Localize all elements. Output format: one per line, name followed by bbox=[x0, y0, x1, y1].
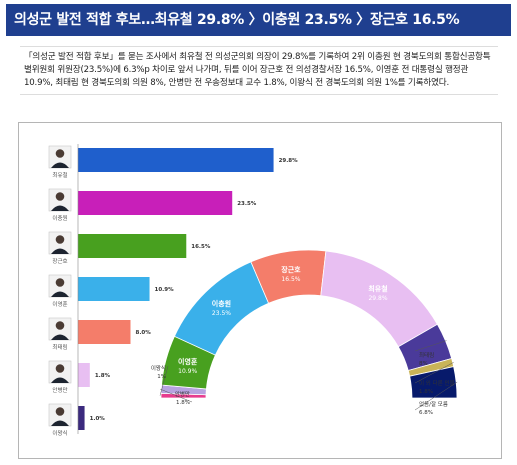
avatar-head-icon bbox=[55, 235, 65, 244]
pie-slice-label: 장근호 bbox=[281, 265, 301, 274]
bar bbox=[78, 406, 85, 430]
pie-slice-value: 10.9% bbox=[178, 368, 197, 375]
bar-category-label: 최유철 bbox=[52, 171, 67, 179]
pie-callout-label: 이 외 다른 인물 bbox=[419, 379, 455, 387]
pie-callout-value: 1.8% bbox=[176, 400, 190, 406]
avatar-body-icon bbox=[51, 377, 69, 383]
avatar-head-icon bbox=[55, 149, 65, 158]
bar-value-label: 10.9% bbox=[155, 287, 175, 293]
pie-callout-value: 1.8% bbox=[419, 389, 433, 395]
pie-callout-label: 안병만 bbox=[175, 390, 190, 398]
pie-slice bbox=[173, 261, 270, 356]
pie-callout-line bbox=[414, 362, 454, 384]
intro-text: 「의성군 발전 적합 후보」를 묻는 조사에서 최유철 전 의성군의회 의장이 … bbox=[20, 46, 498, 95]
bar-value-label: 8.0% bbox=[136, 330, 152, 336]
bar bbox=[78, 320, 131, 344]
pie-callout-value: 8% bbox=[419, 361, 428, 367]
pie-callout-label: 최태림 bbox=[419, 351, 434, 359]
bar-value-label: 1.8% bbox=[95, 373, 111, 379]
avatar-body-icon bbox=[51, 162, 69, 168]
bar-category-label: 장근호 bbox=[52, 258, 67, 265]
avatar-head-icon bbox=[55, 364, 65, 373]
pie-slice-value: 23.5% bbox=[212, 310, 231, 317]
pie-callout-line bbox=[159, 365, 169, 396]
bar-value-label: 23.5% bbox=[237, 201, 257, 207]
avatar-head-icon bbox=[55, 407, 65, 416]
pie-callout-line bbox=[414, 340, 447, 352]
pie-slice-value: 16.5% bbox=[281, 276, 300, 283]
bar-category-label: 안병만 bbox=[52, 386, 67, 394]
bar-category-label: 이영훈 bbox=[52, 300, 67, 308]
avatar-body-icon bbox=[51, 420, 69, 426]
bar-category-label: 이충원 bbox=[52, 214, 67, 222]
pie-callout-label: 없음/잘 모름 bbox=[419, 400, 448, 408]
bar-category-label: 최태림 bbox=[52, 343, 67, 351]
pie-callout-value: 6.8% bbox=[419, 410, 433, 416]
page-title: 의성군 발전 적합 후보…최유철 29.8% 〉이충원 23.5% 〉장근호 1… bbox=[6, 4, 511, 36]
pie-callout-line bbox=[414, 381, 458, 411]
avatar-head-icon bbox=[55, 278, 65, 287]
bar-category-label: 이왕식 bbox=[52, 429, 67, 437]
avatar-body-icon bbox=[51, 248, 69, 254]
bar-value-label: 16.5% bbox=[191, 244, 211, 250]
chart-container: 최유철 29.8% 이충원 23.5% 장근호 16.5% 이영훈 10.9% 최태림 8.0% 안… bbox=[18, 122, 502, 459]
avatar-body-icon bbox=[51, 205, 69, 211]
bar bbox=[78, 234, 187, 258]
bar-value-label: 1.0% bbox=[90, 416, 106, 422]
bar bbox=[78, 191, 233, 215]
avatar-body-icon bbox=[51, 334, 69, 340]
chart-canvas: 최유철 29.8% 이충원 23.5% 장근호 16.5% 이영훈 10.9% 최태림 8.0% 안… bbox=[48, 144, 458, 437]
pie-callout-value: 1% bbox=[157, 374, 166, 380]
avatar-body-icon bbox=[51, 291, 69, 297]
pie-callout-line bbox=[160, 388, 193, 403]
bar-value-label: 29.8% bbox=[279, 158, 299, 164]
avatar-head-icon bbox=[55, 192, 65, 201]
bar bbox=[78, 148, 274, 172]
pie-slice-label: 이충원 bbox=[212, 299, 231, 308]
avatar-head-icon bbox=[55, 321, 65, 330]
pie-slice-value: 29.8% bbox=[368, 295, 387, 302]
pie-slice-label: 최유철 bbox=[368, 284, 387, 293]
pie-slice-label: 이영훈 bbox=[178, 357, 198, 366]
pie-callout-label: 이왕식 bbox=[151, 364, 166, 372]
bar bbox=[78, 277, 150, 301]
bar bbox=[78, 363, 90, 387]
